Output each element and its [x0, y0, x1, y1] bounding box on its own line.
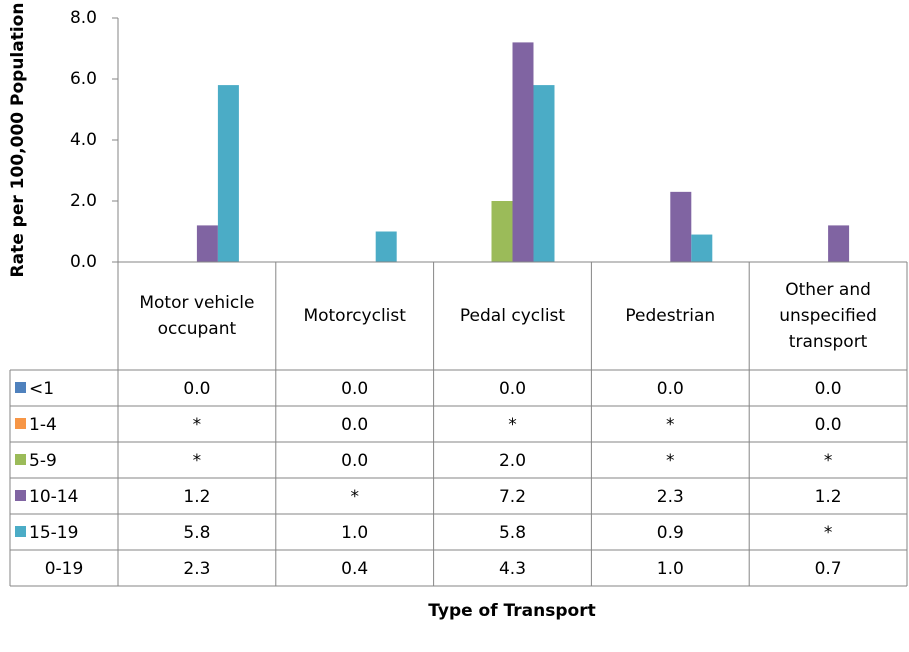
table-value: 5.8	[183, 523, 210, 543]
table-value: 0.0	[341, 379, 368, 399]
table-value: 0.7	[815, 559, 842, 579]
bar	[512, 42, 534, 263]
y-tick-label: 0.0	[70, 252, 97, 272]
table-value: 1.2	[815, 487, 842, 507]
table-value: 0.0	[657, 379, 684, 399]
legend-label: 10-14	[29, 487, 78, 507]
table-value: 4.3	[499, 559, 526, 579]
x-axis-title: Type of Transport	[428, 601, 595, 621]
category-cell: Motor vehicle occupant	[139, 293, 255, 339]
bar	[691, 234, 713, 262]
bar	[217, 85, 239, 262]
x-tick-label: Pedestrian	[625, 306, 716, 326]
table-value: 0.0	[341, 415, 368, 435]
legend-label: 15-19	[29, 523, 78, 543]
x-tick-label: Motor vehicle occupant	[139, 293, 255, 339]
table-value: *	[508, 415, 517, 435]
y-tick-label: 6.0	[70, 69, 97, 89]
table-value: *	[193, 451, 202, 471]
table-value: 2.3	[183, 559, 210, 579]
bar	[196, 225, 218, 262]
x-tick-label: Other and unspecified transport	[779, 280, 877, 352]
table-value: *	[193, 415, 202, 435]
table-value: 0.0	[499, 379, 526, 399]
table-value: 1.2	[183, 487, 210, 507]
x-tick-label: Pedal cyclist	[459, 306, 566, 326]
legend-swatch	[15, 526, 26, 537]
table-value: 0.0	[183, 379, 210, 399]
legend-swatch	[15, 418, 26, 429]
table-value: 1.0	[657, 559, 684, 579]
category-cell: Pedestrian	[625, 306, 716, 326]
x-tick-label: Motorcyclist	[303, 306, 406, 326]
table-value: 0.4	[341, 559, 368, 579]
table-value: 0.0	[815, 415, 842, 435]
legend-label: 0-19	[45, 559, 84, 579]
legend-label: 1-4	[29, 415, 57, 435]
table-value: *	[666, 451, 675, 471]
category-cell: Motorcyclist	[303, 306, 406, 326]
table-value: *	[824, 523, 833, 543]
table-value: 0.0	[341, 451, 368, 471]
y-tick-label: 2.0	[70, 191, 97, 211]
table-value: 1.0	[341, 523, 368, 543]
table-value: 2.0	[499, 451, 526, 471]
table-value: 0.0	[815, 379, 842, 399]
legend-label: 5-9	[29, 451, 57, 471]
y-tick-label: 4.0	[70, 130, 97, 150]
table-value: 5.8	[499, 523, 526, 543]
table-value: 0.9	[657, 523, 684, 543]
legend-swatch	[15, 490, 26, 501]
table-value: *	[666, 415, 675, 435]
bar	[828, 225, 850, 262]
y-tick-label: 8.0	[70, 8, 97, 28]
bar	[375, 231, 397, 262]
bar	[533, 85, 555, 262]
table-value: *	[824, 451, 833, 471]
legend-swatch	[15, 382, 26, 393]
bar	[670, 191, 692, 262]
category-cell: Pedal cyclist	[459, 306, 566, 326]
legend-swatch	[15, 454, 26, 465]
bar	[491, 201, 513, 262]
y-axis-title: Rate per 100,000 Population	[8, 3, 28, 278]
table-value: 7.2	[499, 487, 526, 507]
category-cell: Other and unspecified transport	[779, 280, 877, 352]
legend-label: <1	[29, 379, 54, 399]
table-value: 2.3	[657, 487, 684, 507]
table-value: *	[350, 487, 359, 507]
